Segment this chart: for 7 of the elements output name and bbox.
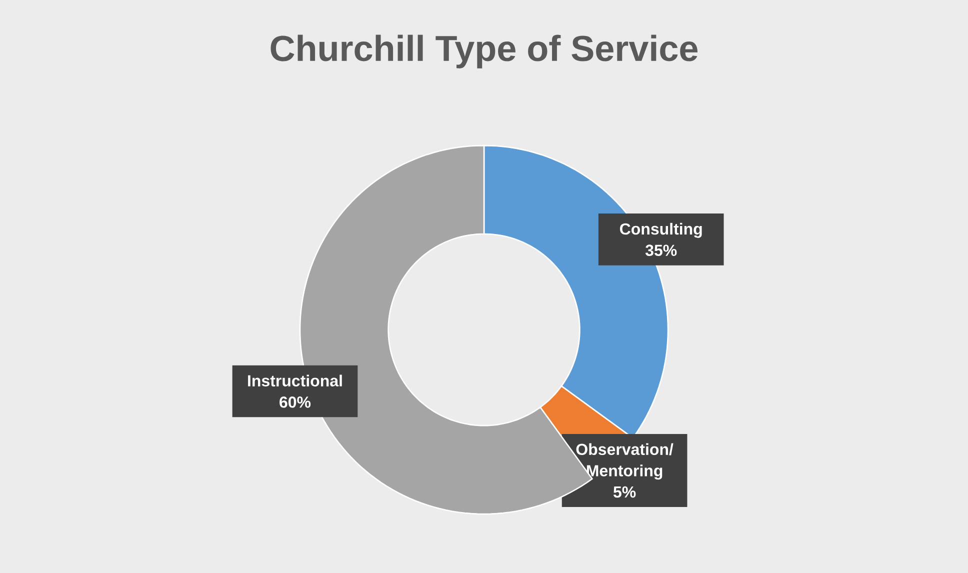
slice-label: Instructional <box>248 374 342 386</box>
chart-title: Churchill Type of Service <box>270 34 698 68</box>
data-label: 5% <box>613 486 636 498</box>
data-label: 60% <box>280 396 311 408</box>
slice-label: Observation/ Mentoring <box>576 443 674 480</box>
slice-label: Consulting <box>620 222 702 238</box>
data-label: 35% <box>645 244 677 256</box>
